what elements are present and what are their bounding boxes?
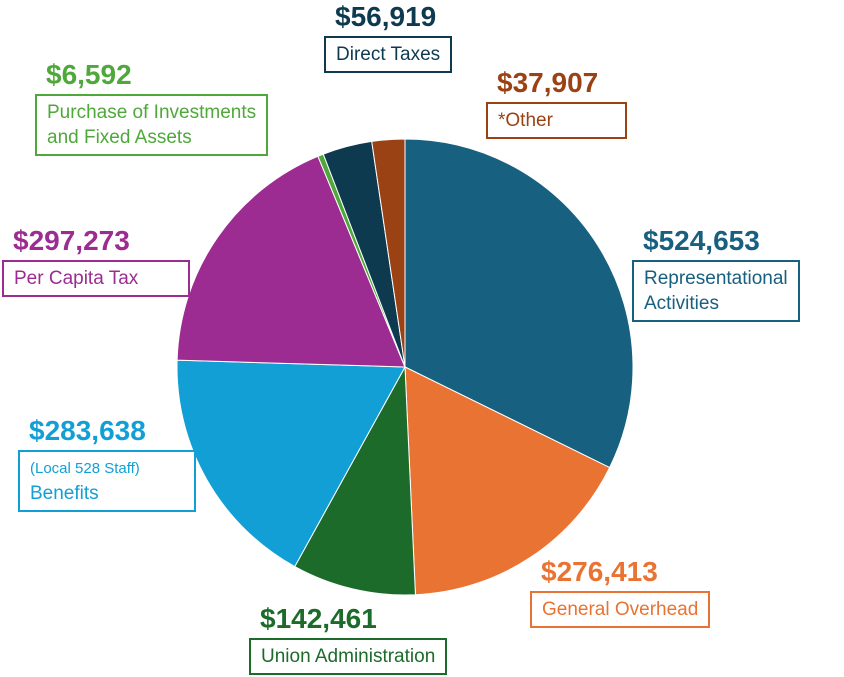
category-box: Direct Taxes bbox=[324, 36, 453, 73]
category-label: Representational bbox=[644, 268, 788, 289]
value-label: $297,273 bbox=[13, 225, 130, 256]
label-benefits: $283,638 (Local 528 Staff) Benefits bbox=[18, 415, 196, 512]
category-box: (Local 528 Staff) Benefits bbox=[18, 450, 196, 512]
category-label: Activities bbox=[644, 293, 719, 314]
pie-slice-per-capita bbox=[176, 155, 406, 368]
pie-slice-other bbox=[371, 138, 406, 368]
value-label: $524,653 bbox=[643, 225, 760, 256]
pie-slice-overhead bbox=[404, 366, 611, 596]
value-label: $283,638 bbox=[29, 415, 146, 446]
category-label: (Local 528 Staff) bbox=[30, 460, 140, 477]
category-label: Direct Taxes bbox=[336, 44, 441, 65]
label-other: $37,907 *Other bbox=[486, 67, 627, 139]
category-box: General Overhead bbox=[530, 591, 711, 628]
category-label: General Overhead bbox=[542, 599, 699, 620]
value-label: $142,461 bbox=[260, 603, 377, 634]
category-label: Per Capita Tax bbox=[14, 268, 139, 289]
value-label: $276,413 bbox=[541, 556, 658, 587]
label-direct-taxes: $56,919 Direct Taxes bbox=[324, 1, 453, 73]
pie-slice-union-admin bbox=[294, 365, 416, 596]
category-box: *Other bbox=[486, 102, 627, 139]
category-box: Union Administration bbox=[249, 638, 448, 675]
category-box: Purchase of Investments and Fixed Assets bbox=[35, 94, 269, 156]
label-representational: $524,653 Representational Activities bbox=[632, 225, 800, 322]
pie-slice-representational bbox=[404, 138, 634, 469]
category-box: Representational Activities bbox=[632, 260, 800, 322]
value-label: $6,592 bbox=[46, 59, 132, 90]
label-purchase: $6,592 Purchase of Investments and Fixed… bbox=[35, 59, 269, 156]
value-label: $56,919 bbox=[335, 1, 437, 32]
category-label: Purchase of Investments bbox=[47, 102, 257, 123]
value-label: $37,907 bbox=[497, 67, 599, 98]
category-label: Union Administration bbox=[261, 646, 436, 667]
category-label: *Other bbox=[498, 110, 553, 131]
label-overhead: $276,413 General Overhead bbox=[530, 556, 711, 628]
label-union-admin: $142,461 Union Administration bbox=[249, 603, 448, 675]
pie-slice-benefits bbox=[176, 359, 406, 568]
category-box: Per Capita Tax bbox=[2, 260, 190, 297]
category-label: and Fixed Assets bbox=[47, 127, 192, 148]
label-per-capita: $297,273 Per Capita Tax bbox=[2, 225, 190, 297]
category-label: Benefits bbox=[30, 483, 99, 504]
